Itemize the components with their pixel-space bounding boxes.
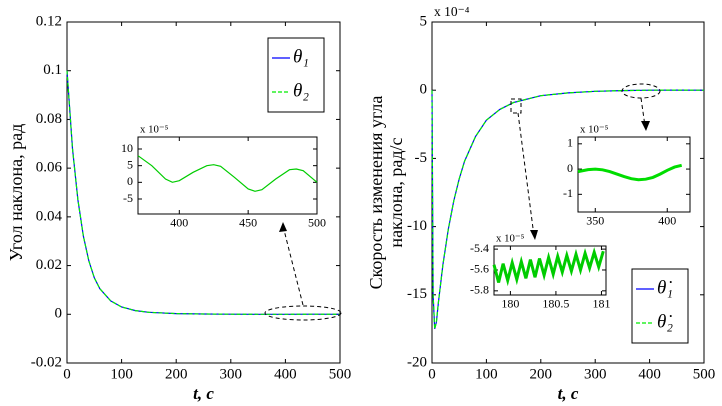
y-tick-label: -5.8: [470, 283, 489, 297]
y-tick-label: 0.08: [36, 111, 62, 127]
y-tick-label: -5.6: [470, 262, 489, 276]
inset-area: [493, 245, 607, 296]
line-series: [66, 70, 341, 315]
y-tick-label: 0.1: [43, 62, 62, 78]
axis-multiplier: x 10⁻⁵: [140, 123, 169, 135]
y-tick-label: 0: [127, 174, 133, 188]
arrow-head: [641, 121, 650, 131]
line-series: [492, 247, 605, 287]
x-tick-label: 400: [170, 215, 188, 229]
axis-multiplier: x 10⁻⁴: [434, 4, 470, 19]
y-tick-label: 0.02: [36, 257, 62, 273]
x-tick-label: 450: [239, 215, 257, 229]
x-tick-label: 400: [658, 213, 676, 227]
y-tick-label: -5: [123, 191, 133, 205]
y-tick-label: 0.06: [36, 160, 63, 176]
arrow-head: [279, 222, 287, 232]
y-tick-label: 1: [567, 136, 573, 150]
y-tick-label: 0.12: [36, 13, 62, 29]
x-axis-label: t, c: [193, 384, 214, 403]
x-tick-label: 500: [693, 366, 716, 382]
x-tick-label: 0: [428, 366, 436, 382]
x-tick-label: 300: [220, 366, 243, 382]
x-tick-label: 100: [475, 366, 498, 382]
x-tick-label: 0: [63, 366, 71, 382]
line-series: [577, 163, 683, 182]
y-axis-label: Угол наклона, рад: [6, 124, 26, 261]
x-tick-label: 400: [638, 366, 661, 382]
inset-area: [577, 136, 691, 213]
legend-box: [267, 37, 325, 113]
line-series: [137, 155, 318, 192]
x-tick-label: 180: [501, 296, 519, 310]
y-tick-label: -5: [415, 150, 428, 166]
legend-label: θ̇₂: [657, 311, 673, 332]
y-tick-label: 5: [127, 157, 133, 171]
y-tick-label: -5.4: [470, 241, 489, 255]
y-tick-label: 0: [567, 161, 573, 175]
x-axis-label: t, c: [558, 384, 579, 403]
x-tick-label: 181: [592, 296, 610, 310]
y-tick-label: -10: [407, 218, 427, 234]
axis-multiplier: x 10⁻⁵: [496, 232, 525, 244]
y-tick-label: 0.04: [36, 208, 63, 224]
y-tick-label: -1: [563, 186, 573, 200]
y-tick-label: 0: [55, 306, 63, 322]
x-tick-label: 100: [110, 366, 133, 382]
legend-box: [631, 268, 689, 344]
x-tick-label: 200: [165, 366, 188, 382]
y-tick-label: 0: [420, 82, 428, 98]
y-tick-label: 5: [420, 13, 428, 29]
y-tick-label: -0.02: [31, 354, 62, 370]
inset-area: [137, 136, 318, 215]
legend-label: θ̇₁: [657, 277, 673, 298]
axis-multiplier: x 10⁻⁵: [580, 123, 609, 135]
x-tick-label: 500: [329, 366, 352, 382]
line-series: [431, 89, 705, 330]
x-tick-label: 500: [308, 215, 326, 229]
x-tick-label: 350: [586, 213, 604, 227]
y-tick-label: -20: [407, 354, 427, 370]
y-tick-label: 10: [121, 141, 133, 155]
y-axis-label: Скорость изменения угла: [366, 96, 386, 290]
zoom-ellipse: [264, 305, 342, 321]
legend-label: θ₂: [293, 80, 309, 101]
y-tick-label: -15: [407, 286, 427, 302]
arrow-head: [530, 230, 538, 240]
x-tick-label: 180.5: [542, 296, 569, 310]
x-tick-label: 200: [530, 366, 553, 382]
zoom-box: [510, 98, 522, 114]
y-axis-label: наклона, рад/с: [386, 137, 406, 247]
legend-label: θ₁: [293, 46, 309, 67]
x-tick-label: 300: [584, 366, 607, 382]
x-tick-label: 400: [274, 366, 297, 382]
